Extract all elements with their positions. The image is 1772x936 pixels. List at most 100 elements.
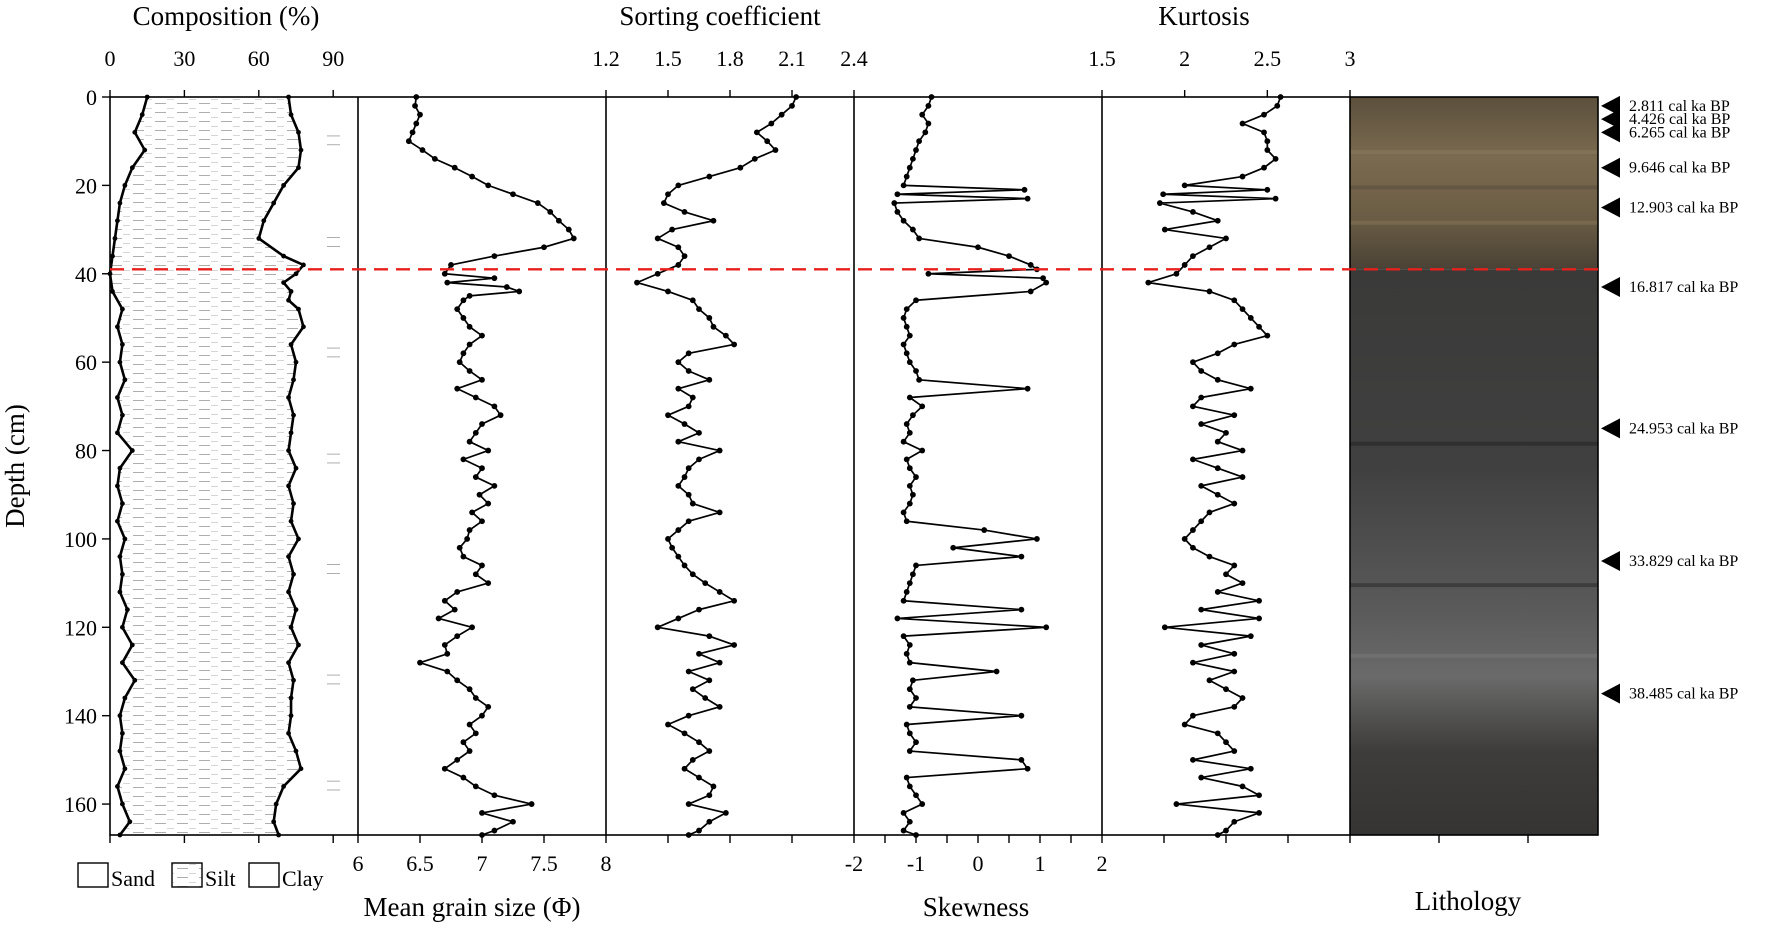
mean-point xyxy=(479,518,485,525)
lithology-label: Lithology xyxy=(1415,886,1522,916)
silt-point xyxy=(273,801,279,807)
mean-point xyxy=(405,138,412,145)
age-marker-arrow xyxy=(1601,197,1620,218)
skewness-point xyxy=(910,491,916,498)
skewness-point xyxy=(903,350,910,357)
mean-point xyxy=(460,739,467,746)
sand-point xyxy=(112,236,118,241)
skewness-point xyxy=(906,580,913,587)
sorting-point xyxy=(706,792,713,799)
skewness-point xyxy=(906,783,913,790)
kurtosis-point xyxy=(1156,200,1163,206)
skewness-bottom-tick-label: 0 xyxy=(973,851,984,876)
silt-point xyxy=(281,783,286,789)
skewness-point xyxy=(900,827,907,834)
kurtosis-point xyxy=(1223,429,1229,436)
kurtosis-point xyxy=(1256,615,1262,622)
silt-point xyxy=(298,766,304,772)
mean-point xyxy=(479,421,485,427)
sorting-top-tick-label: 1.5 xyxy=(654,46,682,71)
sorting-point xyxy=(689,686,696,693)
sorting-title: Sorting coefficient xyxy=(619,1,821,31)
mean-point xyxy=(466,438,473,445)
mean-point xyxy=(469,173,475,180)
sand-point xyxy=(120,624,125,630)
kurtosis-point xyxy=(1181,536,1188,542)
mean-point xyxy=(497,412,504,419)
mean-point xyxy=(451,164,458,171)
mean-point xyxy=(479,376,485,383)
mean-point xyxy=(466,323,473,330)
silt-point xyxy=(288,430,294,436)
mean-point xyxy=(409,129,416,136)
sand-point xyxy=(117,200,123,206)
mean-point xyxy=(570,235,577,242)
sorting-point xyxy=(772,147,779,153)
sand-point xyxy=(115,395,120,400)
age-marker-arrow xyxy=(1601,95,1620,116)
silt-point xyxy=(256,236,262,241)
skewness-point xyxy=(916,138,922,145)
kurtosis-point xyxy=(1223,827,1229,834)
kurtosis-point xyxy=(1231,341,1238,348)
sorting-point xyxy=(685,801,692,807)
composition-top-tick-label: 30 xyxy=(173,46,195,71)
mean-point xyxy=(460,774,467,781)
mean-point xyxy=(479,810,485,816)
skewness-point xyxy=(906,359,913,366)
kurtosis-point xyxy=(1239,120,1246,127)
mean-point xyxy=(469,509,475,516)
kurtosis-point xyxy=(1198,368,1205,374)
skewness-point xyxy=(906,394,913,401)
sorting-point xyxy=(685,518,692,525)
sand-point xyxy=(122,182,128,188)
lithology-band xyxy=(1350,185,1598,190)
skewness-point xyxy=(900,810,907,816)
silt-point xyxy=(286,448,291,453)
sorting-point xyxy=(669,226,676,233)
kurtosis-point xyxy=(1161,624,1168,631)
skewness-bottom-tick-label: 1 xyxy=(1035,851,1046,876)
silt-point xyxy=(291,677,296,683)
skewness-point xyxy=(913,368,919,374)
sorting-point xyxy=(681,562,688,569)
silt-point xyxy=(286,730,291,736)
sand-point xyxy=(115,430,120,436)
kurtosis-point xyxy=(1239,173,1246,180)
mean-point xyxy=(454,385,461,392)
sand-point xyxy=(124,607,130,613)
sorting-point xyxy=(716,703,723,710)
silt-point xyxy=(296,536,301,542)
mean-point xyxy=(466,686,473,693)
mean-point xyxy=(417,111,423,118)
skewness-point xyxy=(925,120,932,127)
sorting-point xyxy=(689,297,696,304)
depth-tick-label: 60 xyxy=(75,350,97,375)
sand-point xyxy=(115,324,120,330)
sorting-point xyxy=(689,500,696,507)
sorting-point xyxy=(675,359,682,366)
sorting-point xyxy=(731,341,738,348)
mean-point xyxy=(444,650,451,657)
skewness-point xyxy=(925,102,932,109)
sorting-point xyxy=(675,527,682,533)
silt-point xyxy=(288,624,294,630)
kurtosis-point xyxy=(1214,350,1221,357)
skewness-point xyxy=(900,315,907,321)
sand-point xyxy=(117,748,123,754)
silt-point xyxy=(291,412,296,418)
skewness-point xyxy=(906,164,913,171)
mean-point xyxy=(510,818,516,825)
sand-point xyxy=(120,571,125,577)
sorting-point xyxy=(685,712,692,719)
sorting-point xyxy=(654,235,661,242)
sorting-point xyxy=(685,668,692,675)
kurtosis-point xyxy=(1247,765,1254,772)
sorting-point xyxy=(706,677,713,684)
silt-point xyxy=(271,200,277,206)
sand-point xyxy=(129,165,135,171)
silt-area xyxy=(110,97,304,835)
silt-point xyxy=(281,182,286,188)
mean-point xyxy=(534,200,541,206)
kurtosis-point xyxy=(1161,226,1168,233)
